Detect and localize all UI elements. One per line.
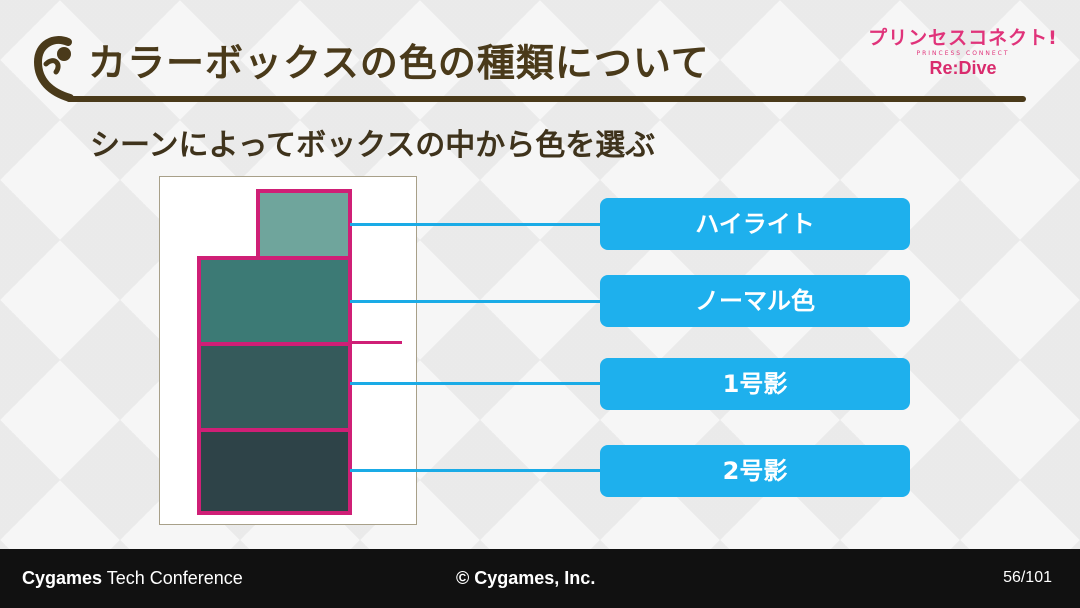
footer-brand: Cygames [22, 568, 103, 588]
label-normal: ノーマル色 [600, 275, 910, 327]
connector-highlight [350, 223, 602, 226]
connector-normal [350, 300, 602, 303]
swatch-highlight [256, 189, 352, 260]
footer-copyright: © Cygames, Inc. [456, 568, 596, 588]
footer-event-name: Tech Conference [106, 568, 243, 588]
label-highlight: ハイライト [600, 198, 910, 250]
title-underline [66, 96, 1026, 102]
footer-bar: Cygames Tech Conference © Cygames, Inc. … [0, 549, 1080, 608]
label-shadow-2: 2号影 [600, 445, 910, 497]
normal-boundary-tick [348, 341, 402, 344]
slide-subtitle: シーンによってボックスの中から色を選ぶ [90, 128, 656, 163]
swatch-normal [197, 256, 352, 346]
swatch-shadow-2 [197, 428, 352, 515]
connector-shadow-1 [350, 382, 602, 385]
logo-main-text: プリンセスコネクト! [868, 27, 1058, 49]
game-logo: プリンセスコネクト! PRINCESS CONNECT Re:Dive [868, 26, 1058, 82]
connector-shadow-2 [350, 469, 602, 472]
logo-sub-text: PRINCESS CONNECT [916, 50, 1010, 57]
swatch-shadow-1 [197, 342, 352, 432]
page-number: 56/101 [1003, 569, 1052, 586]
title-row: カラーボックスの色の種類について プリンセスコネクト! PRINCESS CON… [0, 0, 1080, 110]
label-shadow-1: 1号影 [600, 358, 910, 410]
footer-event: Cygames Tech Conference [22, 568, 243, 589]
flourish-ornament-icon [33, 36, 74, 102]
page-title: カラーボックスの色の種類について [88, 41, 710, 85]
logo-redive-text: Re:Dive [929, 58, 997, 78]
